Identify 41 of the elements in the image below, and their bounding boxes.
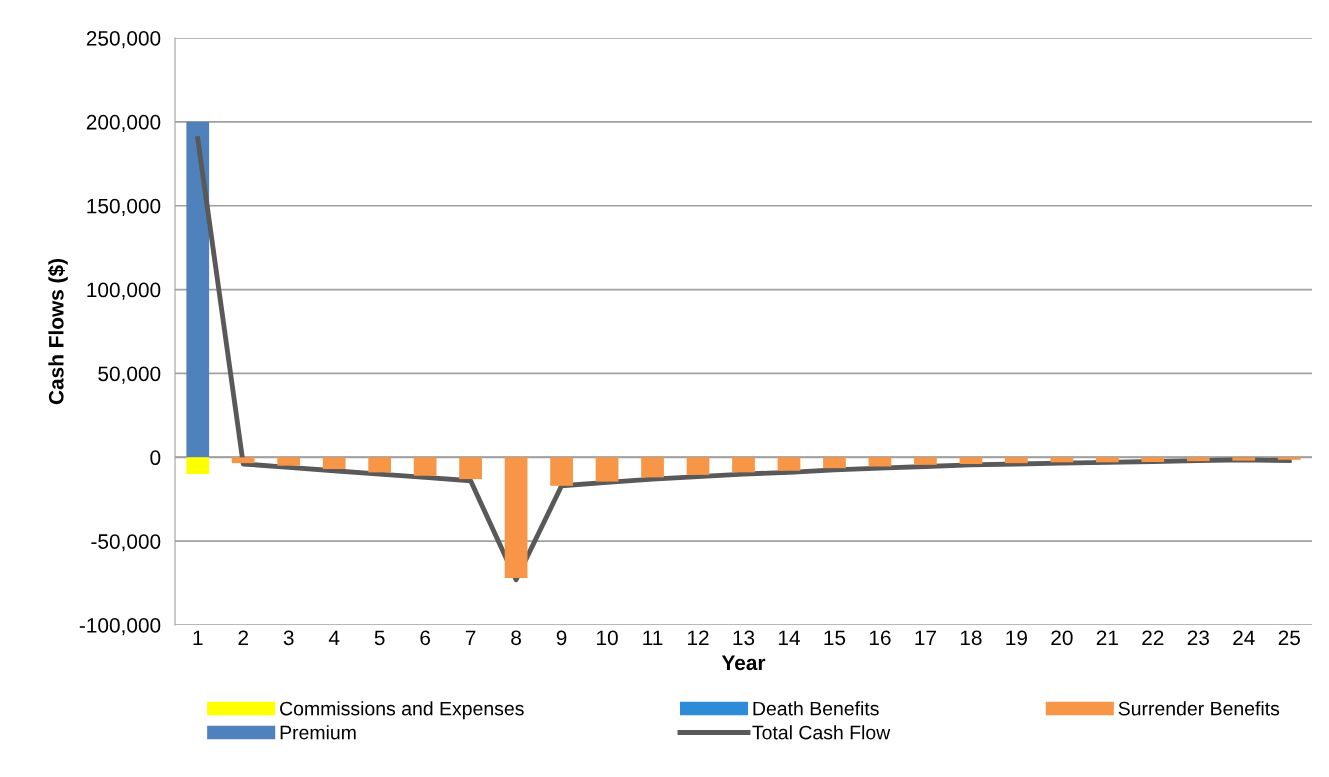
legend-label: Total Cash Flow bbox=[752, 725, 891, 740]
x-tick-label: 16 bbox=[869, 630, 891, 646]
x-tick-label: 15 bbox=[824, 630, 846, 646]
legend-label: Surrender Benefits bbox=[1118, 701, 1280, 716]
y-tick-label: -100,000 bbox=[79, 618, 161, 636]
x-tick-label: 14 bbox=[778, 630, 800, 645]
x-tick-label: 11 bbox=[643, 630, 663, 645]
y-tick-label: 100,000 bbox=[87, 282, 161, 300]
x-tick-label: 5 bbox=[374, 630, 385, 646]
y-tick-label: 0 bbox=[150, 450, 161, 466]
y-tick-label: 50,000 bbox=[98, 366, 161, 384]
x-axis-title: Year bbox=[721, 655, 766, 671]
x-tick-label: 21 bbox=[1096, 630, 1118, 645]
x-tick-label: 18 bbox=[960, 630, 982, 646]
x-tick-label: 2 bbox=[238, 630, 248, 645]
y-tick-label: 250,000 bbox=[86, 31, 161, 49]
x-tick-label: 19 bbox=[1006, 630, 1027, 646]
x-tick-label: 1 bbox=[193, 630, 203, 645]
x-tick-label: 20 bbox=[1051, 630, 1073, 646]
x-tick-label: 22 bbox=[1142, 630, 1164, 645]
y-tick-label: 150,000 bbox=[87, 198, 161, 216]
y-tick-label: 200,000 bbox=[86, 114, 161, 133]
line-series bbox=[195, 136, 1292, 583]
x-tick-label: 8 bbox=[511, 630, 521, 646]
y-axis-title: Cash Flows ($) bbox=[47, 259, 68, 405]
x-tick-label: 7 bbox=[465, 630, 476, 645]
legend-label: Commissions and Expenses bbox=[280, 701, 524, 720]
x-tick-label: 6 bbox=[420, 630, 431, 646]
x-tick-label: 4 bbox=[328, 630, 340, 645]
x-tick-label: 17 bbox=[915, 630, 936, 645]
x-tick-label: 3 bbox=[283, 630, 294, 646]
x-tick-label: 24 bbox=[1233, 630, 1255, 645]
x-tick-label: 10 bbox=[597, 630, 618, 646]
y-tick-label: -50,000 bbox=[91, 534, 161, 552]
legend-label: Premium bbox=[280, 725, 356, 740]
x-tick-label: 12 bbox=[688, 630, 709, 645]
x-tick-label: 9 bbox=[556, 630, 567, 646]
x-tick-label: 25 bbox=[1278, 630, 1300, 646]
x-tick-label: 23 bbox=[1187, 630, 1209, 646]
x-tick-label: 13 bbox=[733, 630, 755, 646]
legend-label: Death Benefits bbox=[753, 701, 879, 716]
